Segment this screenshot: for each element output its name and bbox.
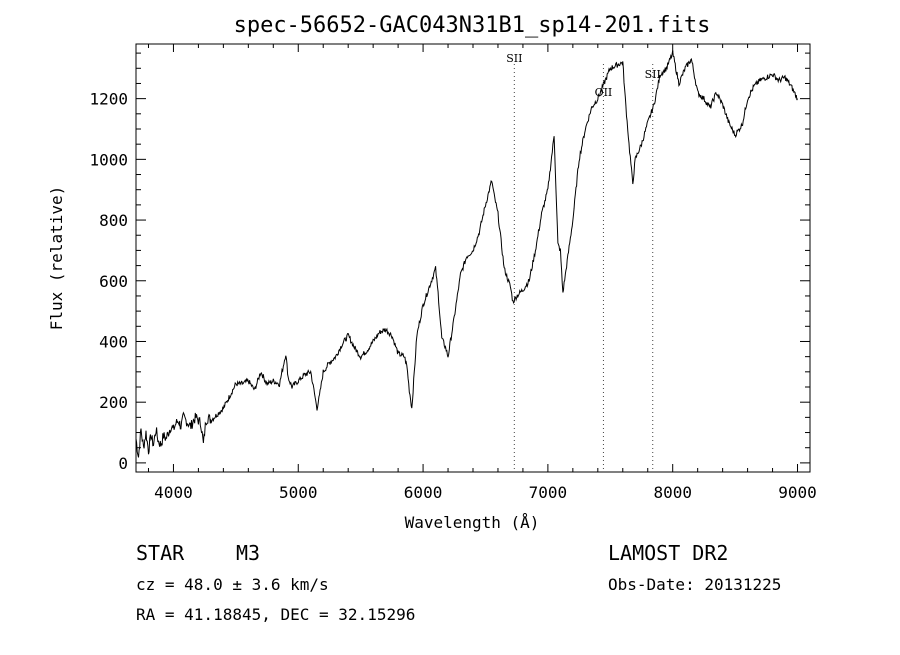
y-tick-label: 400 — [99, 332, 128, 351]
x-axis-label: Wavelength (Å) — [405, 513, 540, 532]
y-tick-label: 600 — [99, 272, 128, 291]
survey-name: LAMOST DR2 — [608, 541, 728, 565]
flux-series-line — [135, 50, 798, 458]
y-tick-label: 800 — [99, 211, 128, 230]
x-tick-label: 9000 — [778, 483, 817, 502]
y-axis-label: Flux (relative) — [47, 186, 66, 331]
line-annotations: SII OII SII — [506, 52, 661, 472]
object-class: STAR — [136, 541, 185, 565]
chart-title: spec-56652-GAC043N31B1_sp14-201.fits — [234, 13, 711, 38]
obs-date: Obs-Date: 20131225 — [608, 575, 781, 594]
x-tick-label: 4000 — [154, 483, 193, 502]
annotation-label: SII — [645, 68, 661, 81]
redshift-cz: cz = 48.0 ± 3.6 km/s — [136, 575, 329, 594]
x-tick-label: 6000 — [404, 483, 443, 502]
y-tick-label: 1000 — [89, 150, 128, 169]
plot-frame — [135, 43, 811, 473]
object-subclass: M3 — [236, 541, 260, 565]
ra-dec: RA = 41.18845, DEC = 32.15296 — [136, 605, 415, 624]
x-tick-label: 5000 — [279, 483, 318, 502]
annotation-label: OII — [595, 86, 613, 99]
x-tick-label: 7000 — [529, 483, 568, 502]
y-tick-label: 0 — [118, 454, 128, 473]
x-tick-label: 8000 — [653, 483, 692, 502]
y-axis: 0 200 400 600 800 1000 1200 — [89, 52, 810, 473]
annotation-label: SII — [506, 52, 522, 65]
y-tick-label: 200 — [99, 393, 128, 412]
x-axis: 4000 5000 6000 7000 8000 9000 — [147, 44, 817, 502]
y-tick-label: 1200 — [89, 90, 128, 109]
